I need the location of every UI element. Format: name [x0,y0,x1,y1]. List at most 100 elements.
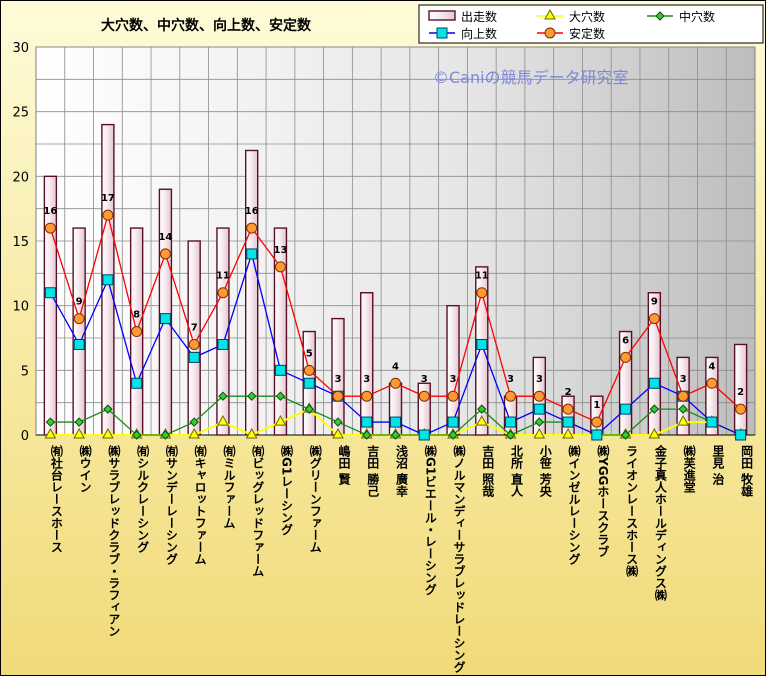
x-tick-label: 小笹 芳央 [538,444,552,498]
y-tick-label: 20 [12,170,29,185]
bar-出走数 [158,188,173,436]
point-安定数 [188,338,200,350]
data-label-安定数: 11 [475,271,489,282]
point-中穴数 [304,404,314,414]
data-label-安定数: 3 [680,374,687,385]
point-向上数 [735,429,747,441]
point-向上数 [533,403,545,415]
x-tick-label: 吉田 照哉 [481,444,495,498]
point-中穴数 [45,417,56,427]
legend-label-向上数: 向上数 [461,26,497,41]
data-label-安定数: 8 [133,310,140,321]
point-中穴数 [103,404,113,414]
y-tick-label: 5 [21,364,29,379]
data-label-安定数: 9 [651,297,658,308]
x-tick-label: ㈱ウイン [78,444,92,493]
x-tick-label: ㈱YGGホースクラブ [596,444,610,558]
data-label-安定数: 5 [306,348,313,359]
point-安定数 [447,390,459,402]
point-向上数 [447,416,459,428]
point-大穴数 [44,427,57,439]
point-中穴数 [505,430,516,440]
x-tick-label: ㈲ビッグレッドファーム [251,444,265,577]
data-label-安定数: 3 [536,374,543,385]
point-安定数 [648,313,660,325]
point-中穴数 [620,430,631,440]
point-中穴数 [218,391,228,401]
point-安定数 [361,390,373,402]
data-label-安定数: 16 [245,206,259,217]
point-向上数 [131,377,143,389]
x-tick-label: 嶋田 賢 [337,444,351,486]
x-tick-label: ㈱グリーンファーム [308,444,322,553]
x-tick-label: ㈱インゼルレーシング [567,444,581,565]
x-tick-label: 北所 直人 [510,444,524,498]
x-tick-label: 岡田 牧雄 [740,445,754,498]
point-向上数 [303,377,315,389]
point-安定数 [476,287,488,299]
point-中穴数 [160,430,171,440]
chart-title: 大穴数、中穴数、向上数、安定数 [101,17,312,34]
y-tick-label: 0 [21,429,29,444]
point-向上数 [73,338,85,350]
y-axis-ticks: 0 5 10 15 20 25 30 [12,41,29,444]
point-中穴数 [477,404,487,414]
point-向上数 [102,274,114,286]
legend-marker-安定数 [544,27,556,39]
point-中穴数 [74,417,84,427]
point-向上数 [505,416,517,428]
x-tick-label: ㈱ノルマンディーサラブレッドレーシング [452,444,466,673]
point-安定数 [591,416,603,428]
point-中穴数 [275,391,286,401]
point-中穴数 [649,404,660,414]
data-label-安定数: 7 [191,322,198,333]
point-安定数 [274,261,286,273]
bar-出走数 [360,292,374,436]
legend-box [418,4,764,44]
point-安定数 [533,390,545,402]
data-label-安定数: 4 [392,361,399,372]
point-安定数 [131,326,143,338]
x-tick-label: ライオンレースホース㈱ [625,445,639,578]
point-中穴数 [390,430,401,440]
point-安定数 [677,390,689,402]
point-向上数 [44,287,56,299]
point-安定数 [620,351,632,363]
x-tick-label: 吉田 勝己 [366,444,380,498]
point-大穴数 [533,427,546,439]
data-label-安定数: 9 [76,297,83,308]
point-向上数 [246,248,258,260]
data-label-安定数: 17 [101,193,115,204]
x-tick-label: ㈱G1レーシング [279,444,293,536]
point-中穴数 [189,417,199,427]
x-tick-label: ㈲キャロットファーム [193,444,207,565]
point-向上数 [706,416,718,428]
point-向上数 [274,364,286,376]
point-中穴数 [678,404,688,414]
point-中穴数 [246,391,257,401]
data-label-安定数: 4 [708,361,715,372]
point-向上数 [159,313,171,325]
bar-出走数 [72,227,86,436]
x-tick-label: 浅沼 廣幸 [395,444,409,498]
point-向上数 [188,351,200,363]
data-label-安定数: 14 [158,232,172,243]
x-tick-label: ㈱サラブレッドクラブ・ラフィアン [107,444,121,637]
point-向上数 [476,338,488,350]
data-label-安定数: 3 [421,374,428,385]
point-大穴数 [274,415,287,426]
bar-出走数 [475,266,489,436]
x-tick-label: ㈲ミルファーム [222,444,236,529]
point-大穴数 [188,427,201,439]
point-中穴数 [448,430,458,440]
point-安定数 [390,377,401,389]
legend-label-安定数: 安定数 [569,26,605,41]
point-大穴数 [217,415,229,426]
y-tick-label: 10 [12,300,29,315]
point-大穴数 [73,427,85,439]
bar-出走数 [273,227,288,436]
point-大穴数 [677,415,689,426]
